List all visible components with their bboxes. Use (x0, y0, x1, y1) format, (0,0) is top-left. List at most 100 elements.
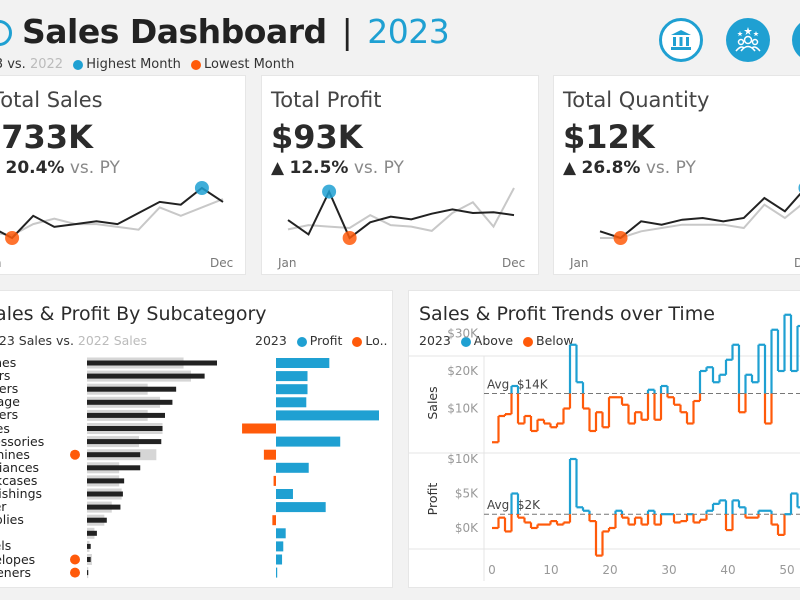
profit-bar[interactable] (272, 515, 276, 526)
sales-2023-bar[interactable] (87, 452, 141, 458)
highest-month-marker[interactable] (194, 181, 209, 195)
previous-year-line (287, 187, 515, 232)
kpi-change-value: 26.8% (581, 158, 641, 178)
header-legend: 2023 vs. 2022 Highest Month Lowest Month (0, 57, 294, 72)
kpi-change: ▲ 26.8% vs. PY (563, 158, 696, 178)
lowest-month-marker[interactable] (5, 231, 20, 245)
kpi-value: $12K (563, 118, 655, 156)
sales-2023-bar[interactable] (87, 465, 141, 471)
current-year-line (599, 192, 800, 240)
kpi-start-label: Jan (570, 256, 589, 270)
kpi-start-label: Jan (0, 256, 2, 270)
below-dot-icon (523, 336, 534, 347)
profit-bar[interactable] (276, 462, 309, 473)
sales-legend: 2023 Sales vs. 2022 Sales (0, 333, 147, 348)
profit-bar[interactable] (276, 358, 330, 368)
kpi-end-label: Dec (794, 256, 800, 270)
profit-bar[interactable] (242, 423, 276, 434)
trends-chart: $30K $20K $10K Sales Avg. $14K $10K $5K $0K Prof… (409, 313, 800, 581)
sales-2023-bar[interactable] (87, 412, 165, 418)
profit-bar[interactable] (276, 397, 307, 408)
bank-icon (671, 30, 691, 50)
sales-2023-bar[interactable] (87, 504, 121, 510)
subcategory-label: Furnishings (0, 486, 43, 501)
subcategory-panel: Sales & Profit By Subcategory 2023 Sales… (0, 290, 393, 588)
sales-2023-bar[interactable] (87, 543, 91, 549)
profit-bar[interactable] (276, 384, 308, 395)
lowest-month-marker[interactable] (342, 231, 357, 245)
sales-2023-bar[interactable] (87, 478, 125, 484)
profit-legend-profit: Profit (309, 333, 343, 348)
profit-bar[interactable] (276, 436, 341, 447)
legend-compare-year: 2022 (29, 57, 64, 72)
up-arrow-icon: ▲ (271, 158, 285, 178)
profit-bar[interactable] (276, 489, 293, 499)
x-tick-label: 30 (661, 563, 676, 577)
average-label: Avg. $14K (487, 378, 549, 392)
profit-bar[interactable] (276, 554, 283, 565)
subcategory-label: Chairs (0, 368, 11, 384)
legend-prefix: 2023 vs. (0, 57, 26, 72)
sales-2023-bar[interactable] (87, 426, 163, 431)
subcategory-label: Storage (0, 394, 20, 410)
kpi-title: Total Profit (271, 88, 382, 112)
sales-2023-bar[interactable] (87, 557, 91, 562)
y-tick-label: $0K (455, 521, 479, 535)
profit-bar[interactable] (276, 528, 286, 539)
profit-bar[interactable] (276, 371, 308, 382)
sales-2023-bar[interactable] (87, 439, 162, 445)
subcategory-label: Fasteners (0, 564, 32, 580)
subcategory-label: Tables (0, 420, 10, 436)
kpi-card-profit: Total Profit $93K ▲ 12.5% vs. PY Jan Dec (261, 75, 539, 275)
kpi-end-label: Dec (502, 256, 526, 270)
sales-2023-bar[interactable] (87, 386, 177, 392)
sales-2023-bar[interactable] (87, 360, 217, 366)
bank-icon-button[interactable] (659, 18, 703, 62)
page-title: Sales Dashboard | 2023 (22, 12, 450, 51)
extra-icon-button[interactable] (792, 18, 800, 62)
subcategory-label: Appliances (0, 459, 40, 475)
lowest-month-marker[interactable] (613, 231, 628, 245)
profit-bar[interactable] (276, 502, 326, 513)
subcategory-label: Copiers (0, 407, 19, 423)
profit-bar[interactable] (263, 449, 276, 460)
legend-highest: Highest Month (86, 57, 181, 72)
sales-2023-bar[interactable] (87, 530, 97, 536)
up-arrow-icon: ▲ (563, 158, 577, 178)
trends-legend: 2023 Above Below (419, 333, 574, 348)
trends-title: Sales & Profit Trends over Time (419, 303, 715, 325)
title-text: Sales Dashboard (22, 12, 327, 51)
kpi-card-quantity: Total Quantity $12K ▲ 26.8% vs. PY Jan D… (553, 75, 800, 275)
legend-lowest: Lowest Month (203, 57, 295, 72)
header: Sales Dashboard | 2023 2023 vs. 2022 Hig… (0, 0, 800, 75)
current-year-line (0, 186, 224, 240)
profit-bar[interactable] (276, 541, 284, 552)
average-label: Avg. $2K (487, 498, 541, 512)
kpi-value: $733K (0, 118, 93, 156)
loss-dot-icon (352, 336, 363, 347)
highest-month-marker[interactable] (322, 184, 337, 199)
x-tick-label: 0 (488, 563, 496, 577)
subcategory-label: Envelopes (0, 551, 36, 567)
kpi-change-value: 20.4% (5, 158, 65, 178)
sales-2023-bar[interactable] (87, 570, 89, 576)
kpi-card-sales: Total Sales $733K ▲ 20.4% vs. PY Jan Dec (0, 75, 246, 275)
profit-legend: 2023 Profit Lo.. (255, 333, 388, 348)
y-axis-title: Sales (425, 386, 440, 419)
logo-icon (0, 20, 12, 46)
sales-2023-bar[interactable] (87, 491, 123, 497)
profit-dot-icon (296, 336, 307, 347)
profit-bar[interactable] (276, 567, 278, 578)
sales-2023-bar[interactable] (87, 517, 107, 523)
sales-2023-bar[interactable] (87, 373, 205, 379)
x-tick-label: 50 (779, 563, 794, 577)
sales-legend-previous: 2022 Sales (77, 333, 147, 348)
y-tick-label: $10K (447, 402, 479, 416)
profit-bar[interactable] (273, 475, 276, 486)
profit-legend-loss: Lo.. (365, 333, 388, 348)
profit-bar[interactable] (276, 410, 379, 421)
subcategory-label: Accessories (0, 433, 45, 449)
sales-2023-bar[interactable] (87, 399, 173, 405)
team-rating-icon-button[interactable] (726, 18, 770, 62)
kpi-change: ▲ 12.5% vs. PY (271, 158, 404, 178)
